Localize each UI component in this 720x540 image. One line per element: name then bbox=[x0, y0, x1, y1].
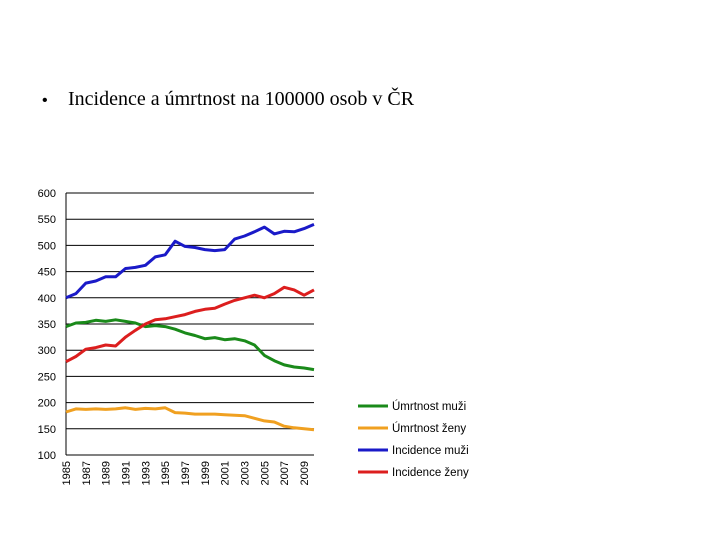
series-line-1 bbox=[65, 318, 315, 372]
y-tick-label: 300 bbox=[38, 345, 56, 357]
x-tick-label: 1987 bbox=[81, 461, 93, 485]
legend-label-4: Incidence ženy bbox=[392, 467, 469, 479]
series-line-3 bbox=[65, 223, 315, 300]
y-tick-label: 450 bbox=[38, 267, 56, 279]
x-tick-label: 2003 bbox=[240, 461, 252, 485]
x-tick-label: 1989 bbox=[101, 461, 113, 485]
legend-label-1: Úmrtnost muži bbox=[392, 400, 466, 413]
x-tick-label: 2001 bbox=[220, 461, 232, 485]
y-tick-label: 150 bbox=[38, 424, 56, 436]
y-tick-label: 200 bbox=[38, 398, 56, 410]
y-tick-label: 600 bbox=[38, 188, 56, 200]
y-tick-label: 250 bbox=[38, 371, 56, 383]
series-line-4 bbox=[65, 285, 315, 364]
chart-legend: Úmrtnost muži Úmrtnost ženy Incidence muži… bbox=[358, 400, 469, 479]
y-tick-label: 400 bbox=[38, 293, 56, 305]
x-tick-label: 1997 bbox=[180, 461, 192, 485]
y-tick-label: 550 bbox=[38, 214, 56, 226]
x-tick-label: 2007 bbox=[279, 461, 291, 485]
y-tick-label: 350 bbox=[38, 319, 56, 331]
x-tick-label: 1999 bbox=[200, 461, 212, 485]
y-tick-label: 500 bbox=[38, 240, 56, 252]
heading-text: Incidence a úmrtnost na 100000 osob v ČR bbox=[68, 88, 415, 110]
x-tick-label: 1993 bbox=[140, 461, 152, 485]
y-tick-label: 100 bbox=[38, 450, 56, 462]
x-tick-label: 2009 bbox=[299, 461, 311, 485]
legend-label-2: Úmrtnost ženy bbox=[392, 422, 466, 435]
x-tick-label: 2005 bbox=[259, 461, 271, 485]
slide-heading: • Incidence a úmrtnost na 100000 osob v Č… bbox=[42, 88, 414, 111]
chart-series-lines bbox=[65, 223, 315, 432]
y-axis-tick-labels: 100 150 200 250 300 350 400 450 500 550 600 bbox=[38, 188, 56, 462]
series-line-2 bbox=[65, 406, 315, 432]
x-tick-label: 1995 bbox=[160, 461, 172, 485]
legend-label-3: Incidence muži bbox=[392, 445, 469, 457]
x-tick-label: 1991 bbox=[121, 461, 133, 485]
x-axis-tick-labels: 1985 1987 1989 1991 1993 1995 1997 1999 2001 2003… bbox=[61, 461, 311, 485]
bullet-marker: • bbox=[42, 92, 48, 109]
x-tick-label: 1985 bbox=[61, 461, 73, 485]
